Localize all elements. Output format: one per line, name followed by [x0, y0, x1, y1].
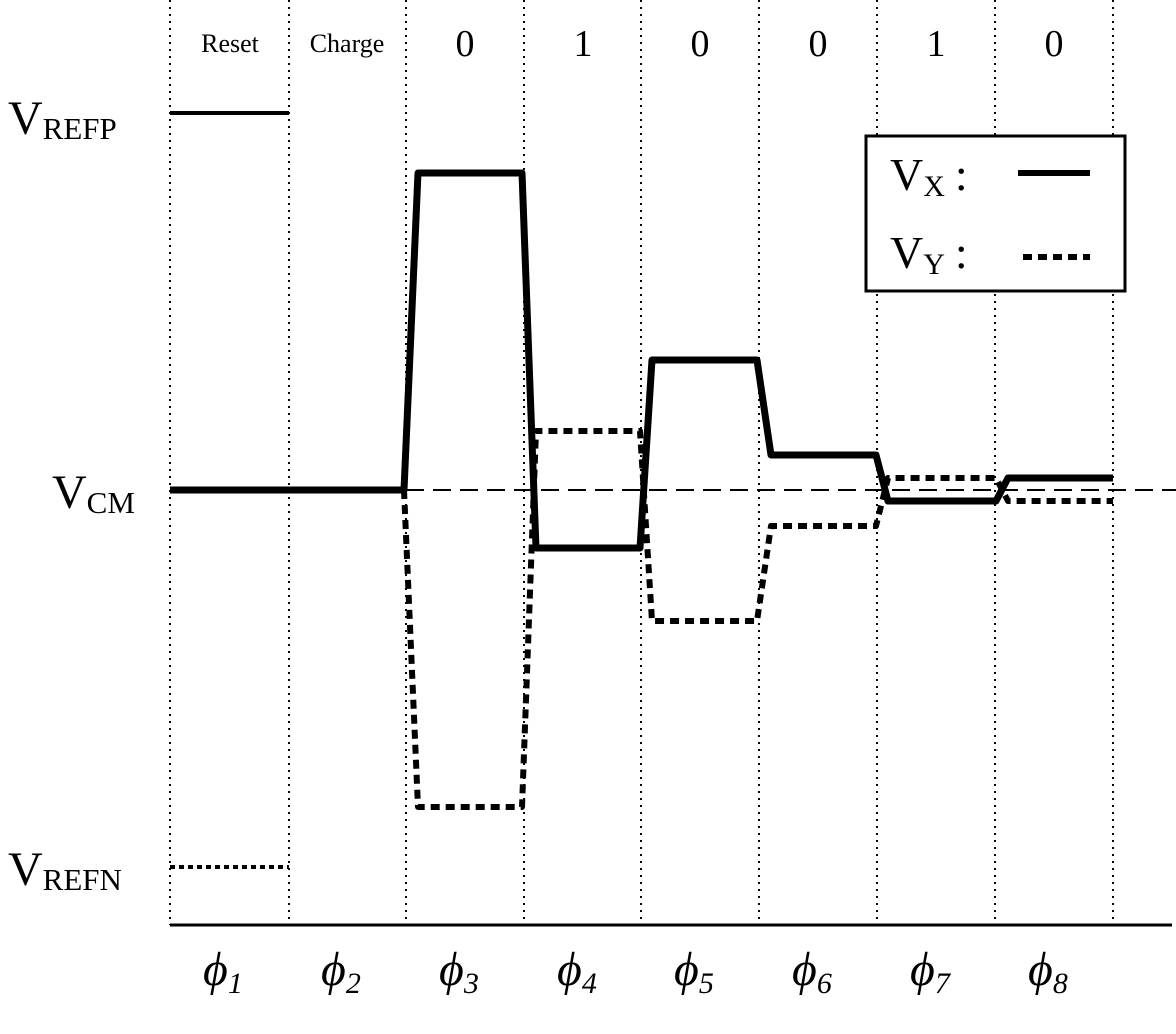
phi-label: ϕ5 [674, 943, 714, 1000]
legend-vy-label: VY: [890, 227, 968, 281]
phase-label-reset: Reset [201, 29, 260, 58]
phi-label: ϕ8 [1028, 943, 1068, 1000]
legend-box [864, 134, 1127, 293]
phase-label-bit: 0 [456, 23, 475, 65]
phase-label-charge: Charge [310, 29, 385, 58]
phase-label-bit: 0 [691, 23, 710, 65]
vcm-label: VCM [52, 466, 135, 520]
phi-label: ϕ1 [203, 943, 243, 1000]
phi-label: ϕ2 [321, 943, 361, 1000]
vx-waveform [170, 169, 1113, 552]
phase-label-bit: 1 [927, 23, 946, 65]
vrefn-label: VREFN [8, 843, 122, 897]
phi-label: ϕ6 [792, 943, 832, 1000]
legend-vx-label: VX: [890, 149, 968, 203]
phi-label: ϕ7 [910, 943, 952, 1000]
legend: VX: VY: [864, 134, 1127, 293]
phi-label: ϕ3 [439, 943, 479, 1000]
phase-label-bit: 0 [809, 23, 828, 65]
phi-label: ϕ4 [557, 943, 597, 1000]
vy-waveform [401, 428, 1113, 810]
phase-label-bit: 0 [1045, 23, 1064, 65]
vrefp-label: VREFP [8, 92, 117, 146]
phase-label-bit: 1 [574, 23, 593, 65]
